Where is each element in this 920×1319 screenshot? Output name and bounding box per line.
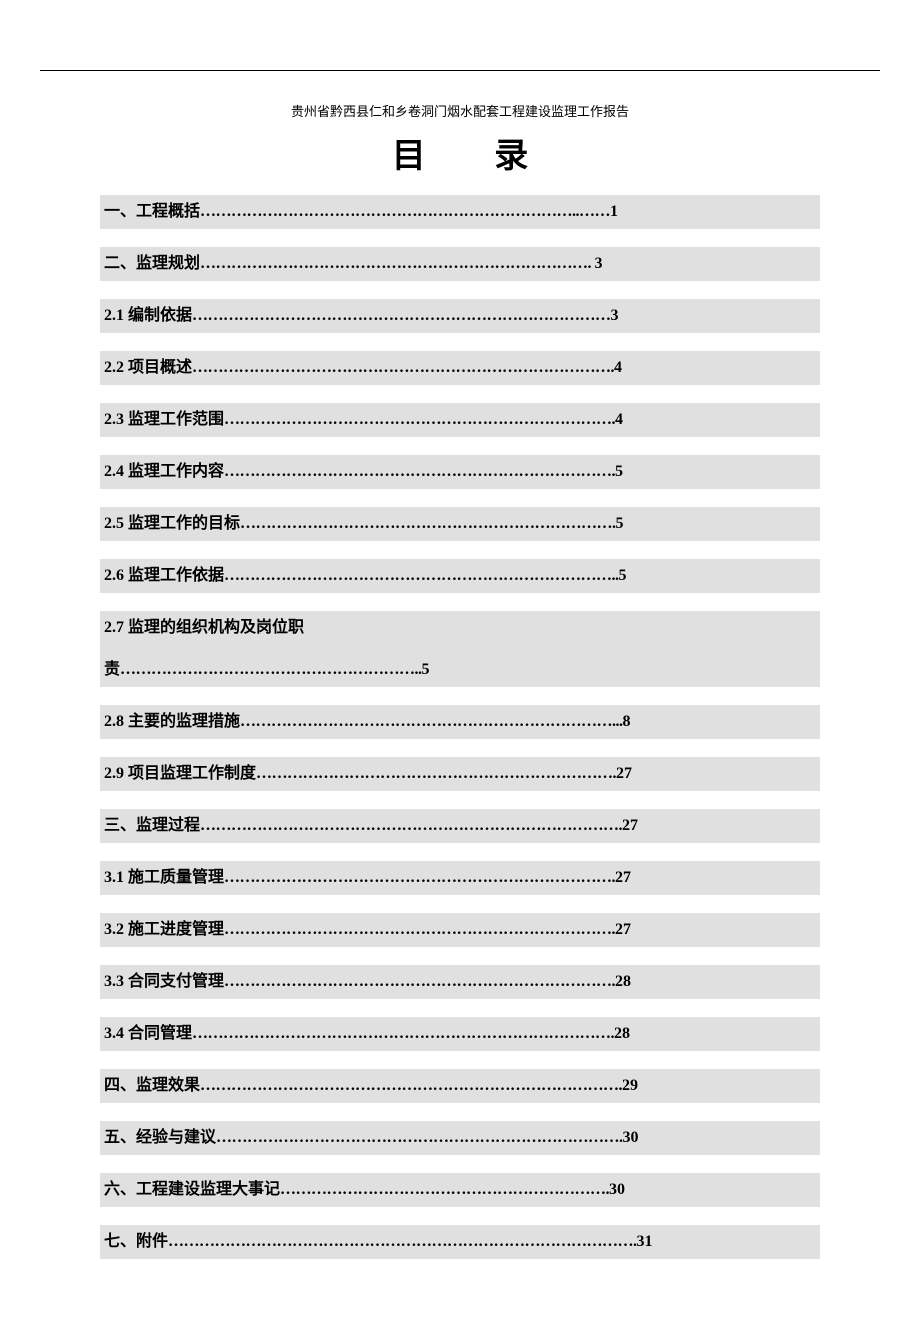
toc-entry-dots: …………………………………………………………………. [224,869,615,886]
toc-entry-dots: …………………………………………………………………. [224,973,615,990]
toc-entry-label: 2.9 项目监理工作制度 [104,765,256,782]
toc-entry-label: 三、监理过程 [104,817,200,834]
toc-entry-label: 2.5 监理工作的目标 [104,515,240,532]
toc-entry-label: 3.3 合同支付管理 [104,973,224,990]
toc-entry-dots: ………………………………………………………………………. [200,1077,622,1094]
toc-entry-label: 3.4 合同管理 [104,1025,192,1042]
document-header: 贵州省黔西县仁和乡卷洞门烟水配套工程建设监理工作报告 [100,101,820,120]
toc-entry-page: 27 [622,817,638,834]
toc-entry: 2.4 监理工作内容………………………………………………………………….5 [100,455,820,489]
toc-entry: 3.2 施工进度管理………………………………………………………………….27 [100,913,820,947]
page-container: 贵州省黔西县仁和乡卷洞门烟水配套工程建设监理工作报告 目 录 一、工程概括………… [0,101,920,1259]
toc-entry-page: 5 [616,515,624,532]
toc-entry-page: 4 [614,359,622,376]
toc-entry-dots: ………………………………………………….. [120,661,422,678]
toc-entry: 2.2 项目概述……………………………………………………………………….4 [100,351,820,385]
toc-entry: 3.4 合同管理……………………………………………………………………….28 [100,1017,820,1051]
toc-entry-label: 2.4 监理工作内容 [104,463,224,480]
toc-entry: 2.9 项目监理工作制度…………………………………………………………….27 [100,757,820,791]
toc-entry: 2.7 监理的组织机构及岗位职责…………………………………………………..5 [100,611,820,687]
toc-entry-page: 28 [614,1025,630,1042]
toc-entry-dots: ……………………………………………………………. [256,765,616,782]
toc-entry-page: 27 [616,765,632,782]
toc-entry: 3.3 合同支付管理………………………………………………………………….28 [100,965,820,999]
toc-entry-label: 五、经验与建议 [104,1129,216,1146]
horizontal-rule [40,70,880,71]
toc-entry-page: 27 [615,869,631,886]
toc-entry-dots: ………………………………………………………. [280,1181,609,1198]
toc-entry-page: 5 [615,463,623,480]
toc-entry-page: 27 [615,921,631,938]
toc-entry-label-cont: 责 [104,661,120,678]
toc-entry: 3.1 施工质量管理………………………………………………………………….27 [100,861,820,895]
toc-entry-page: 3 [595,255,603,272]
toc-entry-dots: ………………………………………………………………………. [192,359,614,376]
toc-entry-page: 1 [610,203,618,220]
toc-entry-dots: ………………………………………………………………. [240,515,616,532]
toc-entry-page: 30 [609,1181,625,1198]
toc-entry: 六、工程建设监理大事记……………………………………………………….30 [100,1173,820,1207]
toc-entry-page: 5 [619,567,627,584]
toc-entry-page: 3 [611,307,619,324]
toc-entry: 2.5 监理工作的目标……………………………………………………………….5 [100,507,820,541]
toc-entry-line1: 2.7 监理的组织机构及岗位职 [104,619,304,636]
toc-entry-page: 8 [623,713,631,730]
toc-entry-dots: …………………………………………………………………. [224,921,615,938]
toc-entry: 三、监理过程……………………………………………………………………….27 [100,809,820,843]
toc-entry-label: 2.6 监理工作依据 [104,567,224,584]
table-of-contents: 一、工程概括………………………………………………………………..……1 二、监理规… [100,195,820,1259]
toc-entry-dots: ………………………………………………………………….. [224,567,619,584]
toc-entry-dots: ……………………………………………………………………… [192,307,611,324]
toc-entry: 2.6 监理工作依据…………………………………………………………………..5 [100,559,820,593]
toc-entry-page: 28 [615,973,631,990]
toc-entry-page: 31 [637,1233,653,1250]
toc-entry: 七、附件……………………………………………………………………………….31 [100,1225,820,1259]
toc-entry-line2: 责…………………………………………………..5 [104,658,816,682]
toc-entry-dots: ………………………………………………………………... [240,713,623,730]
toc-entry: 五、经验与建议…………………………………………………………………….30 [100,1121,820,1155]
toc-entry-dots: ………………………………………………………………………. [200,817,622,834]
toc-entry-label: 3.1 施工质量管理 [104,869,224,886]
toc-entry-page: 5 [422,661,430,678]
toc-entry-dots: …………………………………………………………………. [200,255,595,272]
toc-entry-label: 2.2 项目概述 [104,359,192,376]
toc-entry-dots: ………………………………………………………………………. [192,1025,614,1042]
toc-entry-page: 4 [615,411,623,428]
toc-entry: 一、工程概括………………………………………………………………..……1 [100,195,820,229]
toc-entry: 2.1 编制依据………………………………………………………………………3 [100,299,820,333]
toc-entry-dots: ………………………………………………………………..…… [200,203,610,220]
toc-entry-label: 2.3 监理工作范围 [104,411,224,428]
toc-entry-dots: ………………………………………………………………………………. [168,1233,637,1250]
toc-entry-label: 2.7 监理的组织机构及岗位职 [104,619,304,636]
toc-entry: 2.8 主要的监理措施………………………………………………………………...8 [100,705,820,739]
toc-entry-page: 29 [622,1077,638,1094]
toc-entry: 二、监理规划…………………………………………………………………. 3 [100,247,820,281]
toc-entry-label: 四、监理效果 [104,1077,200,1094]
toc-entry-label: 七、附件 [104,1233,168,1250]
page-title: 目 录 [100,128,820,177]
toc-entry-dots: ……………………………………………………………………. [216,1129,623,1146]
toc-entry: 2.3 监理工作范围………………………………………………………………….4 [100,403,820,437]
toc-entry-dots: …………………………………………………………………. [224,463,615,480]
toc-entry-label: 2.1 编制依据 [104,307,192,324]
toc-entry-dots: …………………………………………………………………. [224,411,615,428]
toc-entry-page: 30 [623,1129,639,1146]
toc-entry-label: 3.2 施工进度管理 [104,921,224,938]
toc-entry-label: 一、工程概括 [104,203,200,220]
toc-entry-label: 二、监理规划 [104,255,200,272]
toc-entry: 四、监理效果……………………………………………………………………….29 [100,1069,820,1103]
toc-entry-label: 2.8 主要的监理措施 [104,713,240,730]
toc-entry-label: 六、工程建设监理大事记 [104,1181,280,1198]
